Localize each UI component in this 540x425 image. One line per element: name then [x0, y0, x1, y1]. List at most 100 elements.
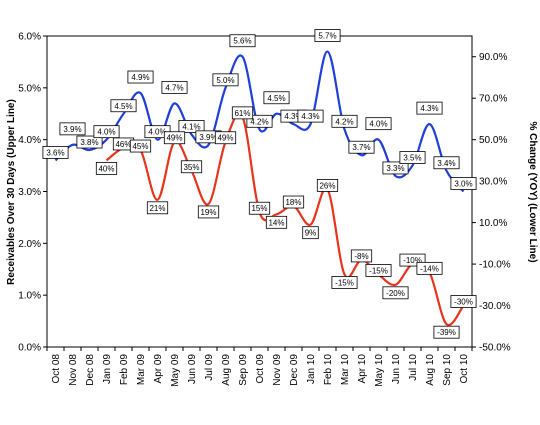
x-tick-label: Aug 09: [221, 354, 232, 386]
data-label-text: -15%: [335, 278, 354, 287]
data-label: 4.7%: [161, 80, 188, 94]
x-tick-label: May 09: [170, 354, 181, 387]
x-tick-label: May 10: [374, 354, 385, 387]
data-label-text: -15%: [369, 266, 388, 275]
left-tick-label: 0.0%: [18, 343, 41, 354]
right-axis-ticks: -50.0% -30.0% -10.0% 10.0% 30.0% 50.0% 70.0% 90…: [472, 52, 511, 354]
data-label-box: [42, 145, 69, 159]
data-label-box: [282, 195, 305, 209]
data-label-box: [231, 106, 254, 120]
data-label-text: 4.2%: [250, 117, 268, 126]
data-label-text: 4.5%: [267, 94, 285, 103]
left-tick-label: 2.0%: [18, 239, 41, 250]
data-label-text: 3.7%: [352, 143, 370, 152]
yoy-change-line: [105, 112, 465, 327]
data-label: 40%: [95, 161, 118, 175]
data-label: 45%: [129, 139, 152, 153]
data-label: 3.4%: [433, 156, 460, 170]
data-label-text: 4.0%: [369, 120, 387, 129]
data-label: 21%: [146, 201, 169, 215]
data-label-box: [316, 179, 339, 192]
x-tick-label: Oct 10: [459, 354, 470, 384]
data-label-text: -10%: [403, 256, 422, 265]
data-label-text: 49%: [217, 134, 233, 143]
data-label: 4.2%: [246, 114, 273, 128]
data-label-box: [76, 135, 103, 149]
right-tick-label: -10.0%: [479, 260, 511, 271]
data-label-box: [146, 201, 169, 215]
x-tick-label: Dec 08: [85, 354, 96, 386]
data-label-text: 4.0%: [97, 128, 115, 137]
data-label-box: [297, 109, 324, 123]
data-label-box: [433, 156, 460, 170]
data-label: 3.9%: [59, 122, 86, 136]
data-label-box: [163, 131, 186, 145]
data-label: 4.2%: [331, 114, 358, 128]
data-label: -30%: [450, 295, 477, 308]
data-label: 49%: [214, 131, 237, 145]
data-label: 9%: [302, 226, 319, 240]
right-tick-label: 90.0%: [479, 52, 507, 63]
data-label: 4.0%: [144, 125, 171, 139]
data-label: 61%: [231, 106, 254, 120]
data-label: 18%: [282, 195, 305, 209]
data-label: 4.5%: [110, 99, 137, 113]
data-label-text: 4.2%: [335, 117, 353, 126]
data-label: 4.3%: [297, 109, 324, 123]
plot-border: [46, 35, 473, 348]
data-label-text: -20%: [386, 289, 405, 298]
x-tick-label: Mar 10: [340, 354, 351, 386]
data-label-text: 4.9%: [131, 73, 149, 82]
x-tick-label: Sep 10: [442, 354, 453, 386]
data-label-box: [450, 177, 477, 190]
data-label: 35%: [180, 160, 203, 174]
data-label: 3.0%: [450, 177, 477, 190]
left-tick-label: 3.0%: [18, 187, 41, 198]
right-tick-label: 50.0%: [479, 135, 507, 146]
data-label-text: 45%: [132, 142, 148, 151]
data-label: -8%: [350, 249, 373, 263]
data-label: 5.0%: [212, 73, 239, 87]
x-tick-label: Jul 10: [408, 354, 419, 381]
data-label: -15%: [365, 264, 392, 277]
data-label-box: [229, 34, 256, 48]
data-label-box: [399, 151, 426, 164]
right-tick-label: -30.0%: [479, 301, 511, 312]
data-label-box: [433, 325, 460, 339]
data-label-text: 5.6%: [233, 37, 251, 46]
data-label-box: [197, 205, 220, 219]
data-label-box: [450, 295, 477, 308]
series-lines: [54, 50, 465, 327]
x-tick-label: Jun 09: [187, 354, 198, 384]
data-label-text: 4.3%: [284, 112, 302, 121]
data-label-box: [365, 117, 392, 131]
x-tick-label: Feb 10: [323, 354, 334, 386]
data-label-text: 3.6%: [46, 148, 64, 157]
data-label: -39%: [433, 325, 460, 339]
data-label-box: [382, 286, 409, 300]
x-tick-label: Feb 09: [119, 354, 130, 386]
data-label-box: [302, 226, 319, 240]
data-label-text: 49%: [166, 134, 182, 143]
data-label-box: [331, 114, 358, 128]
data-label-text: -39%: [437, 328, 456, 337]
data-label-text: 3.9%: [199, 133, 217, 142]
data-label: 19%: [197, 205, 220, 219]
data-label-text: -8%: [354, 252, 368, 261]
data-label: -15%: [331, 276, 358, 289]
data-label: 3.8%: [76, 135, 103, 149]
x-tick-label: Jan 09: [102, 354, 113, 384]
x-tick-label: Jan 10: [306, 354, 317, 384]
x-axis-ticks: Oct 08 Nov 08 Dec 08 Jan 09 Feb 09 Mar 09 Apr …: [46, 347, 473, 387]
data-label-text: 4.5%: [114, 102, 132, 111]
data-label: 4.3%: [416, 101, 443, 115]
data-label: 26%: [316, 179, 339, 192]
data-label-text: 4.3%: [420, 104, 438, 113]
data-label-text: -14%: [420, 264, 439, 273]
data-label-text: 3.8%: [80, 138, 98, 147]
data-label-box: [178, 120, 205, 133]
data-label-text: 4.3%: [301, 112, 319, 121]
data-label-text: 26%: [319, 181, 335, 190]
data-labels: 3.6%3.9%3.8%4.0%4.5%4.9%4.0%4.7%4.1%3.9%…: [42, 29, 477, 339]
data-label-box: [348, 140, 375, 154]
